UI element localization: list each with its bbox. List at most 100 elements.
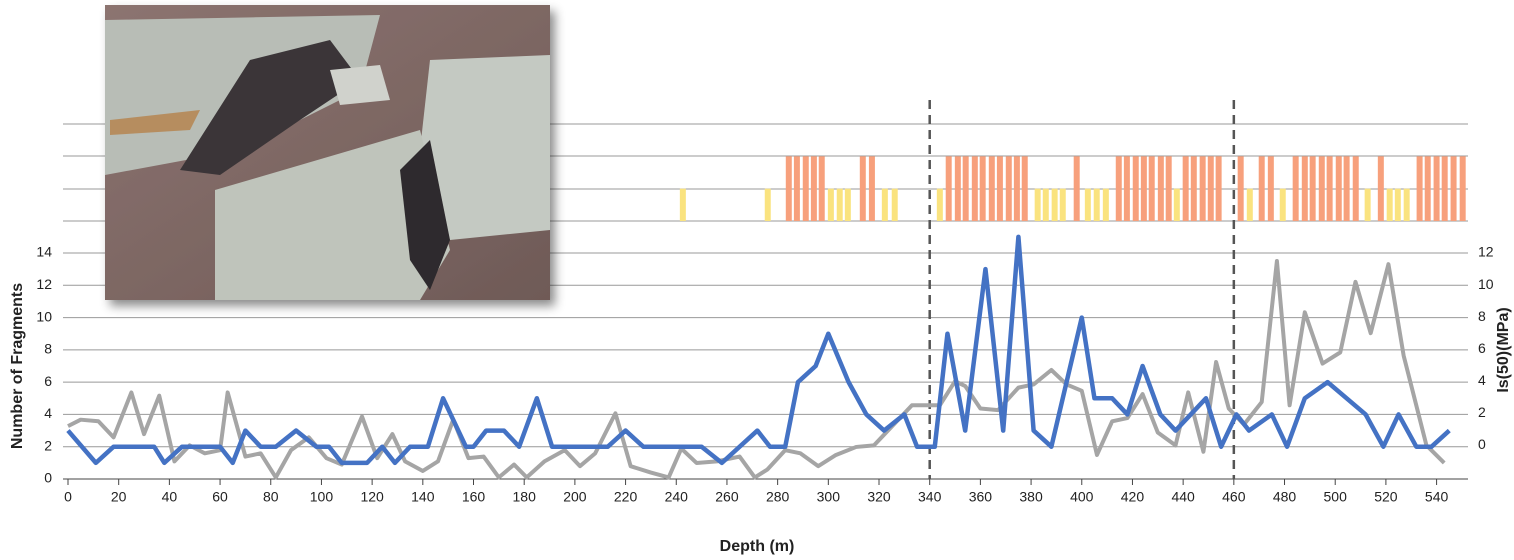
y-axis-label: Number of Fragments (9, 283, 26, 449)
strip-bar (1377, 156, 1384, 221)
strip-bar (868, 156, 875, 221)
x-tick-label: 280 (766, 489, 790, 505)
strip-bar (1318, 156, 1325, 221)
x-tick-label: 320 (867, 489, 891, 505)
strip-bar (1424, 156, 1431, 221)
x-tick-label: 80 (263, 489, 279, 505)
x-tick-label: 40 (162, 489, 178, 505)
x-tick-label: 120 (360, 489, 384, 505)
strip-bar (1148, 156, 1155, 221)
strip-bar (1207, 156, 1214, 221)
series-line (67, 259, 1446, 480)
x-tick-label: 500 (1324, 489, 1348, 505)
strip-bar (679, 188, 686, 221)
strip-bar (764, 188, 771, 221)
x-tick-label: 100 (310, 489, 334, 505)
x-tick-label: 520 (1374, 489, 1398, 505)
y2-tick-label: 8 (1478, 308, 1486, 324)
strip-bar (1051, 188, 1058, 221)
x-tick-label: 460 (1222, 489, 1246, 505)
y2-axis-label: Is(50)(MPa) (1495, 307, 1512, 392)
x-tick-label: 360 (969, 489, 993, 505)
y2-tick-label: 2 (1478, 404, 1486, 420)
strip-bar (793, 156, 800, 221)
strip-bar (881, 188, 888, 221)
strip-bar (1386, 188, 1393, 221)
strip-bar (962, 156, 969, 221)
strip-bar (1441, 156, 1448, 221)
x-tick-label: 440 (1171, 489, 1195, 505)
strip-bar (1237, 156, 1244, 221)
strip-bar (1123, 156, 1130, 221)
x-tick-label: 260 (715, 489, 739, 505)
y-tick-label: 10 (36, 308, 52, 324)
x-tick-label: 240 (665, 489, 689, 505)
x-tick-label: 220 (614, 489, 638, 505)
strip-bar (1173, 188, 1180, 221)
strip-bar (1199, 156, 1206, 221)
y-tick-label: 6 (44, 373, 52, 389)
strip-bar (1165, 156, 1172, 221)
y2-tick-label: 10 (1478, 276, 1494, 292)
y-tick-label: 8 (44, 341, 52, 357)
strip-bar (1059, 188, 1066, 221)
strip-bar (971, 156, 978, 221)
strip-bar (1343, 156, 1350, 221)
strip-bar (1005, 156, 1012, 221)
strip-bar (1073, 156, 1080, 221)
strip-bar (1301, 156, 1308, 221)
strip-bar (1352, 156, 1359, 221)
strip-bar (1157, 156, 1164, 221)
strip-bar (954, 156, 961, 221)
x-tick-label: 160 (462, 489, 486, 505)
strip-bar (859, 156, 866, 221)
strip-bar (1115, 156, 1122, 221)
strip-bar (1326, 156, 1333, 221)
strip-bar (844, 188, 851, 221)
y-tick-label: 0 (44, 470, 52, 486)
y-tick-label: 2 (44, 437, 52, 453)
strip-bar (1394, 188, 1401, 221)
strip-bar (988, 156, 995, 221)
strip-bar (827, 188, 834, 221)
strip-bar (1258, 156, 1265, 221)
x-tick-label: 20 (111, 489, 127, 505)
strip-bar (996, 156, 1003, 221)
photo (105, 5, 550, 300)
strip-bar (1416, 156, 1423, 221)
strip-bar (1182, 156, 1189, 221)
strip-bar (945, 156, 952, 221)
strip-bar (1093, 188, 1100, 221)
x-axis-label: Depth (m) (720, 538, 795, 555)
x-tick-label: 340 (918, 489, 942, 505)
strip-bar (1459, 156, 1466, 221)
strip-bar (1042, 188, 1049, 221)
strip-bar (836, 188, 843, 221)
y2-tick-label: 0 (1478, 436, 1486, 452)
x-tick-label: 540 (1425, 489, 1449, 505)
strip-bar (785, 156, 792, 221)
strip-bar (1034, 188, 1041, 221)
strip-bar (979, 156, 986, 221)
strip-bar (1433, 156, 1440, 221)
strip-bar (1335, 156, 1342, 221)
strip-bar (1140, 156, 1147, 221)
strip-bar (1190, 156, 1197, 221)
x-tick-label: 180 (513, 489, 537, 505)
y2-tick-label: 12 (1478, 244, 1494, 260)
y2-tick-label: 4 (1478, 372, 1486, 388)
strip-bar (1246, 188, 1253, 221)
strip-bar (810, 156, 817, 221)
x-tick-label: 380 (1019, 489, 1043, 505)
x-tick-label: 60 (212, 489, 228, 505)
strip-bar (1403, 188, 1410, 221)
x-tick-label: 200 (563, 489, 587, 505)
x-tick-label: 400 (1070, 489, 1094, 505)
strip-bar (802, 156, 809, 221)
strip-bar (818, 156, 825, 221)
strip-bar (1021, 156, 1028, 221)
strip-bar (1279, 188, 1286, 221)
strip-bar (1013, 156, 1020, 221)
strip-bar (1215, 156, 1222, 221)
